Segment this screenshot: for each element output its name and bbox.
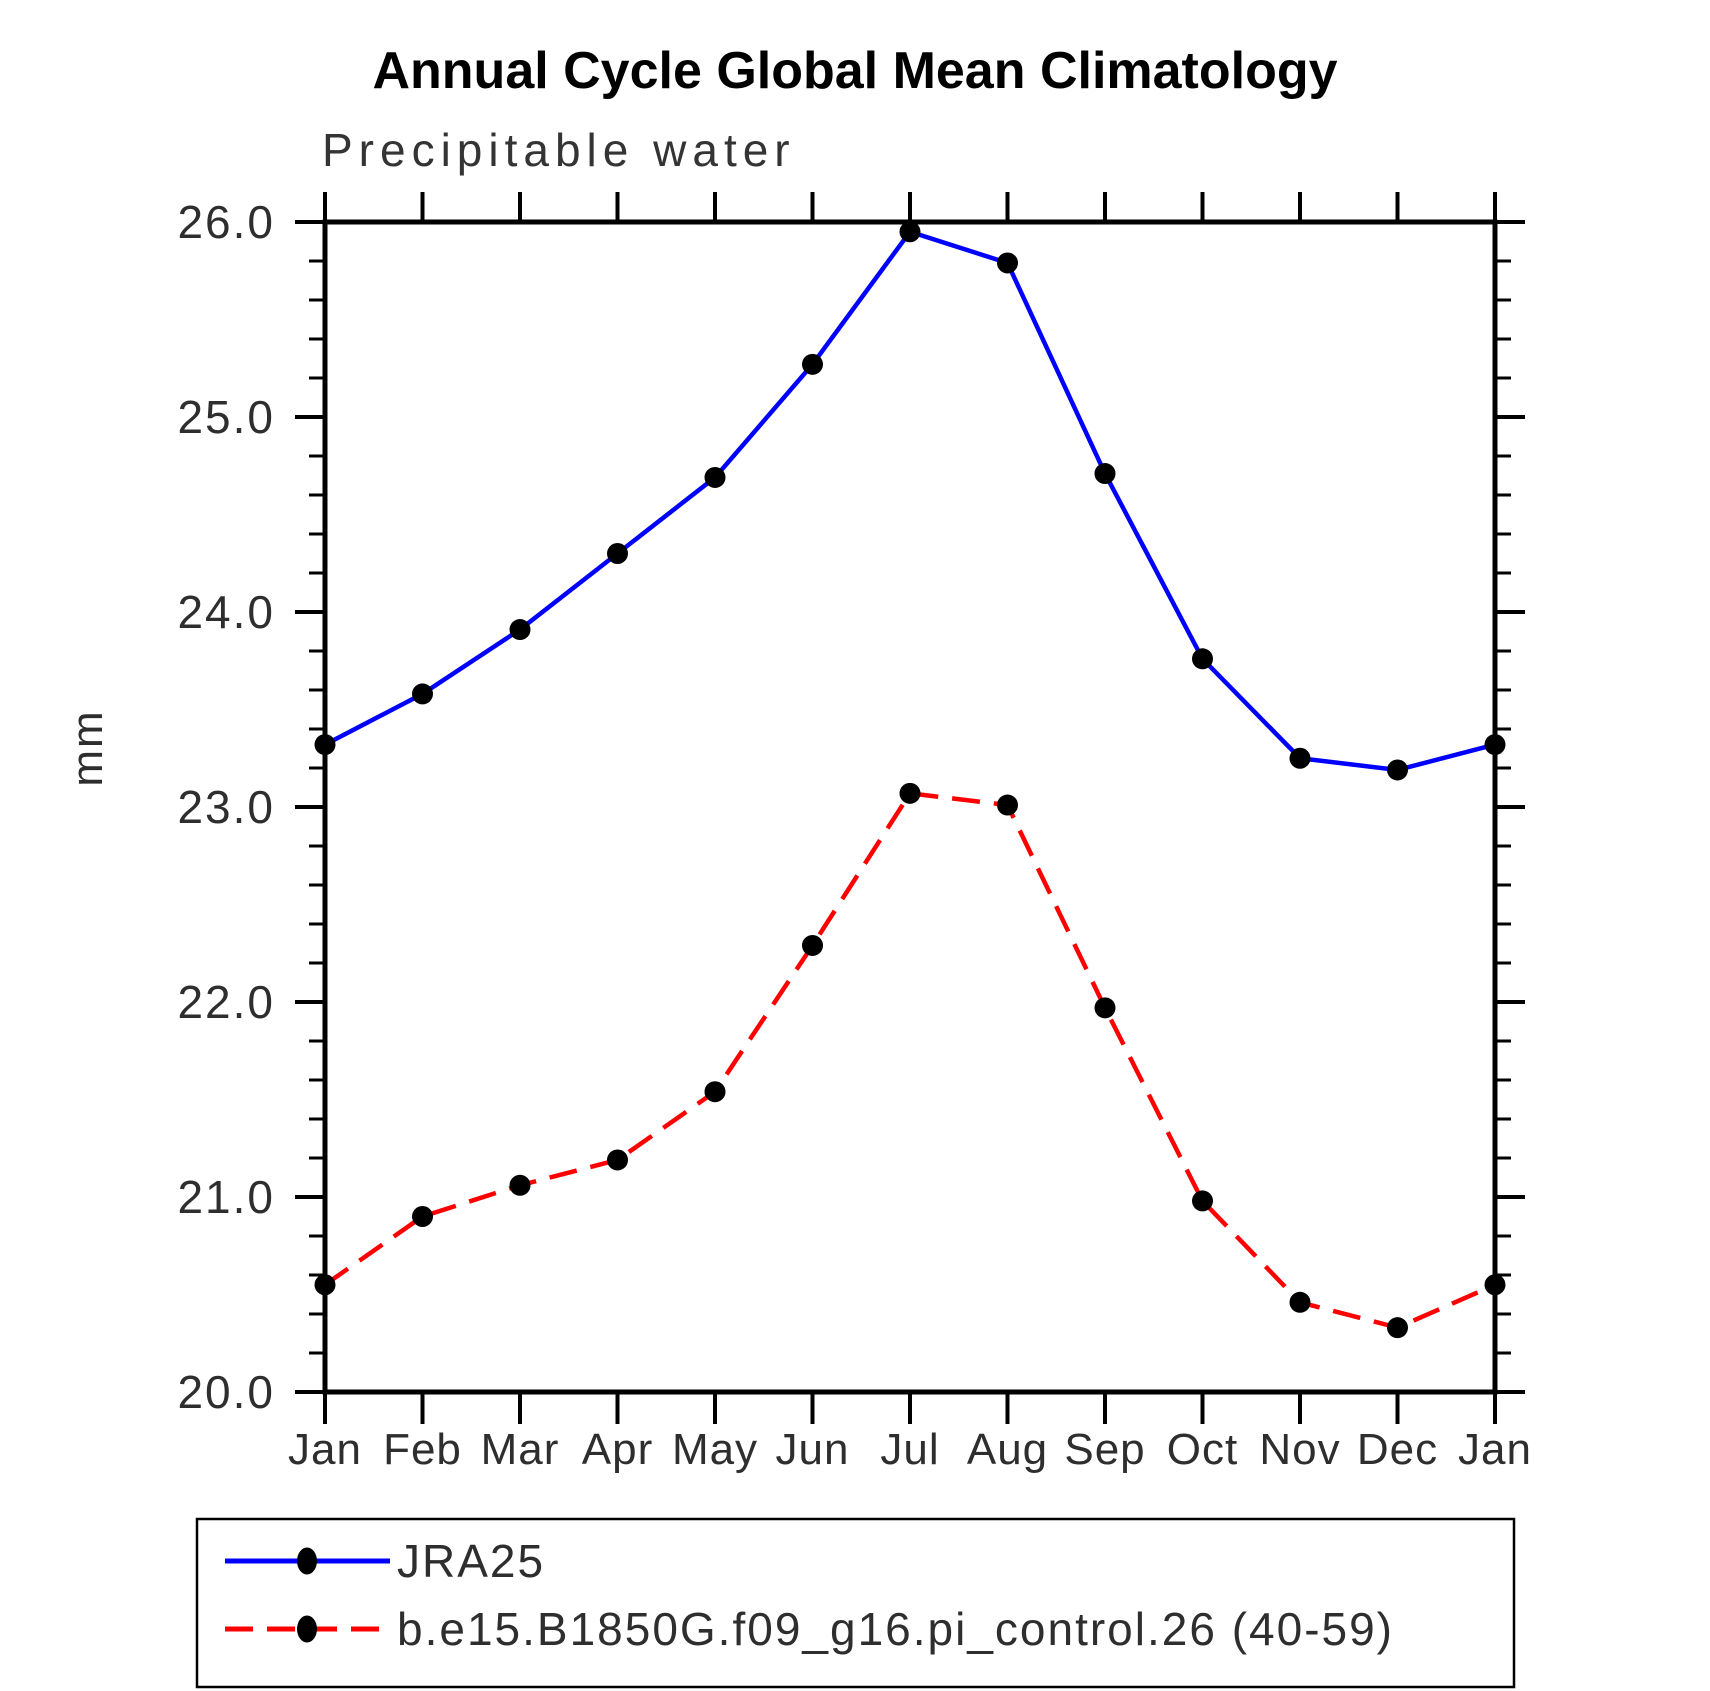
y-tick-label: 24.0 bbox=[177, 586, 275, 638]
data-point-marker bbox=[412, 683, 433, 705]
data-point-marker bbox=[704, 1081, 726, 1103]
series-lines bbox=[314, 221, 1506, 1339]
data-point-marker bbox=[314, 734, 336, 756]
y-axis-title: mm bbox=[63, 709, 112, 786]
x-tick-label: Oct bbox=[1167, 1425, 1238, 1474]
series-line-b-e15-b1850g-f09-g16-pi-control-26-40-59- bbox=[323, 790, 1496, 1331]
data-point-marker bbox=[802, 934, 823, 956]
legend-samples bbox=[225, 1547, 390, 1643]
data-point-marker bbox=[1484, 734, 1506, 756]
legend-label-model: b.e15.B1850G.f09_g16.pi_control.26 (40-5… bbox=[397, 1603, 1394, 1655]
x-tick-label: Sep bbox=[1064, 1425, 1145, 1474]
x-tick-label: Aug bbox=[967, 1425, 1048, 1474]
data-point-marker bbox=[704, 466, 726, 488]
x-tick-label: Jul bbox=[880, 1425, 939, 1474]
data-point-marker bbox=[997, 794, 1018, 816]
x-tick-label: Jan bbox=[288, 1425, 362, 1474]
data-point-marker bbox=[1387, 1317, 1408, 1339]
data-point-marker bbox=[607, 543, 628, 564]
legend: JRA25 b.e15.B1850G.f09_g16.pi_control.26… bbox=[195, 1517, 1516, 1689]
data-point-marker bbox=[1289, 1291, 1311, 1313]
y-tick-label: 23.0 bbox=[177, 781, 275, 833]
data-point-marker bbox=[1289, 747, 1311, 769]
series-line-jra25 bbox=[323, 229, 1496, 773]
data-point-marker bbox=[1387, 759, 1408, 781]
legend-sample-marker bbox=[297, 1615, 317, 1643]
legend-label-jra25: JRA25 bbox=[397, 1535, 545, 1587]
y-tick-label: 21.0 bbox=[177, 1171, 275, 1223]
data-point-marker bbox=[314, 1274, 336, 1296]
axes: Jan Feb Mar Apr May Jun Jul Aug Sep Oct Nov Dec Jan 2… bbox=[177, 192, 1532, 1474]
legend-box bbox=[195, 1517, 1516, 1689]
y-tick-label: 25.0 bbox=[177, 391, 275, 443]
x-tick-label: Dec bbox=[1357, 1425, 1438, 1474]
data-point-marker bbox=[509, 619, 531, 641]
chart-title: Annual Cycle Global Mean Climatology bbox=[372, 42, 1337, 100]
data-point-marker bbox=[1094, 997, 1116, 1019]
data-point-marker bbox=[607, 1149, 628, 1171]
data-point-marker bbox=[1094, 463, 1116, 485]
x-tick-label: Mar bbox=[481, 1425, 560, 1474]
data-point-marker bbox=[412, 1206, 433, 1227]
y-tick-label: 22.0 bbox=[177, 976, 275, 1028]
y-tick-label: 26.0 bbox=[177, 196, 275, 248]
x-tick-label: Jun bbox=[776, 1425, 850, 1474]
x-tick-label: Jan bbox=[1458, 1425, 1532, 1474]
data-point-marker bbox=[899, 782, 921, 804]
data-point-marker bbox=[997, 252, 1018, 274]
data-point-marker bbox=[899, 221, 921, 243]
x-tick-label: Feb bbox=[383, 1425, 462, 1474]
data-point-marker bbox=[1192, 1190, 1213, 1212]
x-tick-label: Nov bbox=[1259, 1425, 1340, 1474]
y-tick-label: 20.0 bbox=[177, 1366, 275, 1418]
data-point-marker bbox=[802, 353, 823, 375]
plot-box bbox=[322, 219, 1498, 1395]
x-tick-label: Apr bbox=[582, 1425, 653, 1474]
data-point-marker bbox=[509, 1174, 531, 1196]
legend-sample-marker bbox=[297, 1547, 317, 1575]
data-point-marker bbox=[1192, 648, 1213, 670]
data-point-marker bbox=[1484, 1274, 1506, 1296]
x-tick-label: May bbox=[672, 1425, 758, 1474]
chart-subtitle: Precipitable water bbox=[322, 124, 796, 176]
